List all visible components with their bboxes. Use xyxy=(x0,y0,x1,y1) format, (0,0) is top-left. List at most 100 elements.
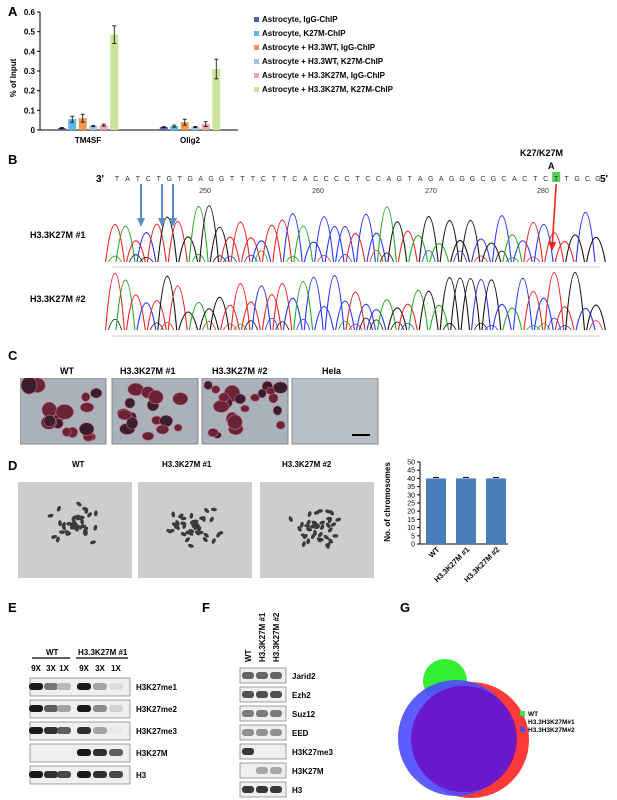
trace-peak xyxy=(471,238,491,263)
trace-peak xyxy=(324,275,345,331)
chromosome xyxy=(217,531,224,536)
trace-peak xyxy=(136,302,157,331)
chromosome xyxy=(55,536,60,543)
trace-minor-peak xyxy=(547,317,562,331)
colony xyxy=(20,378,38,395)
chromosome xyxy=(71,523,77,529)
panel-a-bar xyxy=(110,34,119,130)
panel-label-d: D xyxy=(8,458,18,473)
chromatogram-trace-1 xyxy=(105,205,606,268)
panel-a-y-tick-label: 0.5 xyxy=(24,28,36,37)
blot-row-label: H3 xyxy=(292,786,303,795)
trace-minor-peak xyxy=(589,320,603,331)
chromosome xyxy=(202,537,208,543)
blot-strip xyxy=(239,743,287,760)
dilution-label: 9X xyxy=(79,664,89,673)
colony xyxy=(207,428,219,438)
sequence-base: C xyxy=(146,176,151,183)
colony xyxy=(81,392,91,402)
blot-band xyxy=(270,767,282,774)
panel-a-legend-swatch xyxy=(254,45,259,50)
colony xyxy=(211,385,221,394)
trace-peak xyxy=(491,215,512,263)
blot-band xyxy=(57,771,71,778)
blot-band xyxy=(44,771,58,778)
trace-minor-peak xyxy=(191,254,206,263)
panel-d-spreads xyxy=(18,482,374,578)
trace-peak xyxy=(366,309,387,331)
blot-row-label: H3K27me3 xyxy=(136,727,177,736)
panel-a-bar xyxy=(89,126,98,130)
track-label-1: H3.3K27M #1 xyxy=(30,230,86,240)
venn-legend-label: WT xyxy=(528,711,538,718)
trace-minor-peak xyxy=(223,255,237,263)
sequence-base: G xyxy=(449,176,454,183)
panel-a-bar xyxy=(99,125,108,130)
blot-band xyxy=(77,705,91,712)
trace-peak xyxy=(240,237,261,263)
sequence-base: C xyxy=(261,176,266,183)
blot-band xyxy=(93,727,107,734)
chromosome xyxy=(180,516,187,521)
colony xyxy=(90,387,103,399)
venn-overlap xyxy=(411,686,517,792)
chromosome xyxy=(335,517,342,522)
trace-peak xyxy=(439,220,460,263)
trace-peak xyxy=(105,273,125,331)
sequence-base: A xyxy=(303,176,308,183)
trace-minor-peak xyxy=(275,321,290,331)
sequence-base: A xyxy=(512,176,517,183)
panel-d-y-axis-label: No. of chromosomes xyxy=(383,462,392,542)
trace-minor-peak xyxy=(526,325,541,331)
chromosome xyxy=(199,516,206,520)
trace-peak xyxy=(491,304,512,331)
blot-band xyxy=(57,683,71,690)
chromosome xyxy=(204,508,210,513)
panel-d-y-tick-label: 30 xyxy=(407,492,415,499)
blot-band xyxy=(29,727,43,734)
chromosome xyxy=(325,522,331,528)
blot-band xyxy=(242,786,254,793)
trace-minor-peak xyxy=(296,319,311,331)
colony xyxy=(203,380,213,390)
sequence-base: A xyxy=(387,176,392,183)
trace-minor-peak xyxy=(484,325,499,331)
mutation-label: K27/K27M xyxy=(520,148,564,158)
panel-a-y-tick-label: 0.2 xyxy=(24,87,36,96)
trace-minor-peak xyxy=(108,319,122,331)
chromosome xyxy=(310,533,316,539)
trace-peak xyxy=(199,308,220,331)
blot-band xyxy=(256,672,268,679)
colony xyxy=(227,414,243,430)
panel-a-legend-swatch xyxy=(254,59,259,64)
trace-peak xyxy=(167,221,188,263)
trace-minor-peak xyxy=(494,250,509,263)
chromosome xyxy=(320,524,325,530)
trace-peak xyxy=(575,211,596,263)
chromosome xyxy=(47,513,54,518)
trace-peak xyxy=(209,296,230,331)
colony xyxy=(43,414,56,428)
colony xyxy=(148,389,164,405)
trace-minor-peak xyxy=(317,255,332,263)
chromosome xyxy=(87,512,92,518)
blot-band xyxy=(93,771,107,778)
trace-peak xyxy=(533,297,554,331)
dilution-label: 3X xyxy=(95,664,105,673)
trace-peak xyxy=(376,206,397,263)
blot-band xyxy=(256,786,268,793)
panel-a-legend-label: Astrocyte + H3.3K27M, IgG-ChIP xyxy=(262,71,386,80)
trace-peak xyxy=(314,306,335,331)
sequence-base: G xyxy=(397,176,402,183)
sequence-base: T xyxy=(272,176,277,183)
colony xyxy=(250,393,260,402)
blot-band xyxy=(93,749,107,756)
spread-label-k27m-1: H3.3K27M #1 xyxy=(162,460,212,469)
chromosome xyxy=(83,526,89,532)
trace-peak xyxy=(157,275,178,331)
blot-row-label: H3K27me2 xyxy=(136,705,177,714)
trace-minor-peak xyxy=(505,257,520,263)
sequence-base: G xyxy=(491,176,496,183)
